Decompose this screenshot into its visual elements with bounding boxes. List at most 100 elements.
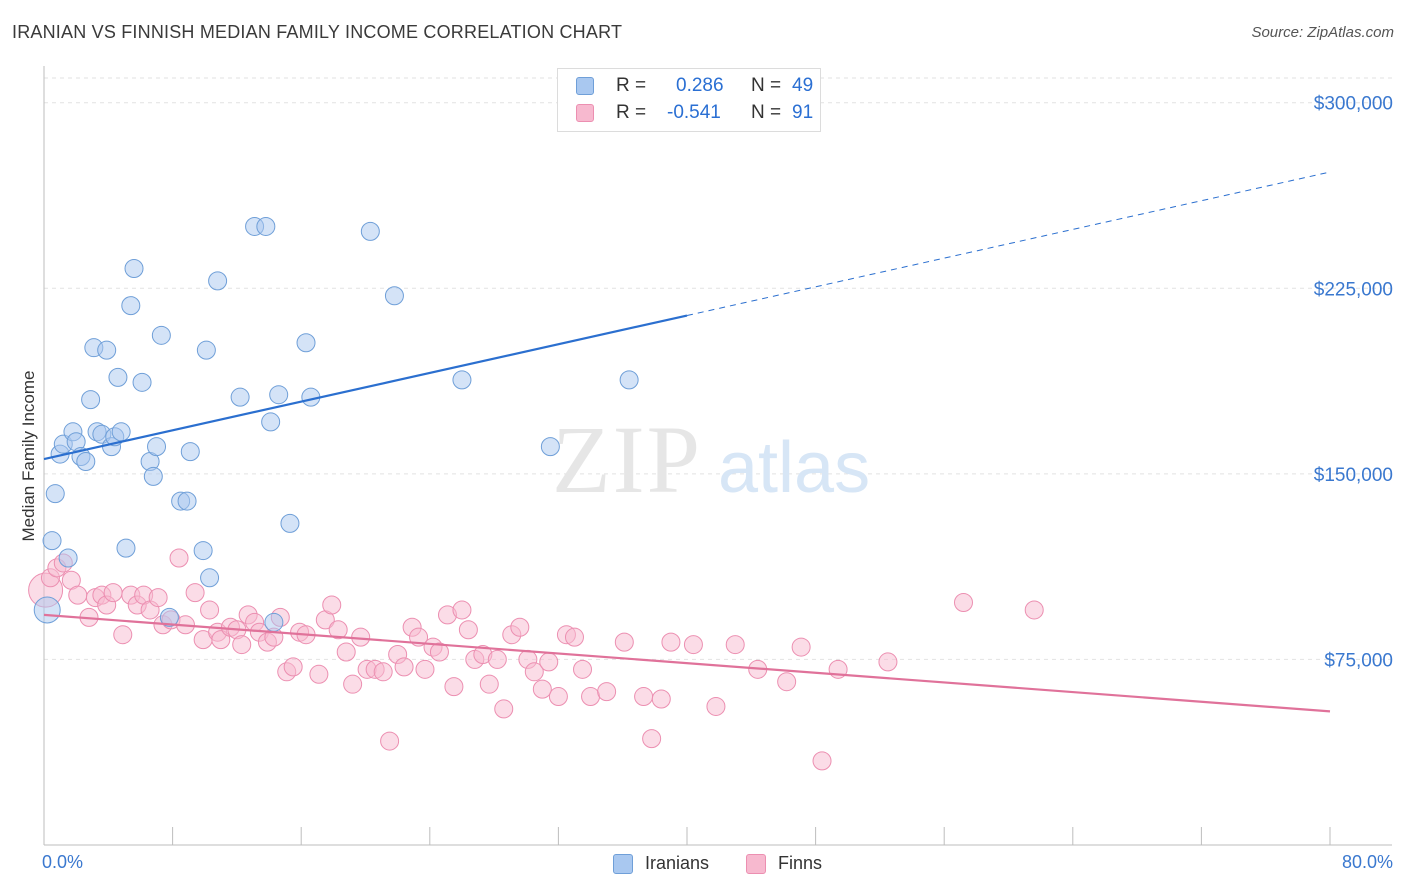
- iranians-point: [180, 442, 200, 462]
- finns-point: [148, 588, 168, 608]
- y-tick-label: $75,000: [1324, 650, 1393, 671]
- axes: [43, 66, 1392, 846]
- finns-point: [683, 635, 703, 655]
- iranians-point: [33, 596, 61, 624]
- finns-point: [343, 674, 363, 694]
- finns-point: [394, 657, 414, 677]
- iranians-point: [196, 340, 216, 360]
- iranians-point: [200, 568, 220, 588]
- finns-point: [309, 664, 329, 684]
- legend-r-label: R =: [616, 102, 652, 123]
- iranians-point: [97, 340, 117, 360]
- watermark-zip: ZIP: [552, 406, 702, 513]
- iranians-point: [177, 491, 197, 511]
- iranians-point: [540, 437, 560, 457]
- finns-point: [953, 593, 973, 613]
- legend-n-label: N =: [751, 102, 787, 123]
- iranians-point: [147, 437, 167, 457]
- finns-point: [532, 679, 552, 699]
- legend-swatch-finns: [576, 104, 594, 122]
- iranians-point: [452, 370, 472, 390]
- finns-point: [380, 731, 400, 751]
- finns-trend-line: [43, 613, 1331, 713]
- y-tick-label: $225,000: [1314, 279, 1393, 300]
- bottom-legend-label-finns: Finns: [778, 853, 823, 873]
- finns-point: [725, 635, 745, 655]
- iranians-point: [116, 538, 136, 558]
- finns-point: [283, 657, 303, 677]
- y-tick-label: $150,000: [1314, 465, 1393, 486]
- iranians-point: [108, 367, 128, 387]
- finns-point: [458, 620, 478, 640]
- finns-point: [661, 632, 681, 652]
- iranians-point: [111, 422, 131, 442]
- iranians-point: [264, 612, 284, 632]
- finns-point: [373, 662, 393, 682]
- iranians-trend-line: [43, 314, 688, 461]
- finns-point: [812, 751, 832, 771]
- finns-point: [1024, 600, 1044, 620]
- chart-title: IRANIAN VS FINNISH MEDIAN FAMILY INCOME …: [12, 22, 623, 42]
- x-tick-label-min: 0.0%: [42, 852, 83, 872]
- iranians-point: [193, 541, 213, 561]
- finns-point: [597, 682, 617, 702]
- legend-r-value: 0.286: [676, 75, 724, 96]
- finns-point: [479, 674, 499, 694]
- x-tick-label-max: 80.0%: [1342, 852, 1393, 872]
- finns-point: [573, 659, 593, 679]
- axis-labels: $75,000 $150,000 $225,000 $300,000 0.0% 80.0%…: [19, 94, 1393, 872]
- bottom-legend-label-iranians: Iranians: [645, 853, 710, 873]
- finns-point: [581, 687, 601, 707]
- iranians-points: [33, 216, 639, 632]
- iranians-point: [124, 259, 144, 279]
- iranians-point: [81, 390, 101, 410]
- finns-point: [777, 672, 797, 692]
- y-tick-label: $300,000: [1314, 94, 1393, 115]
- iranians-point: [143, 466, 163, 486]
- iranians-trend-extension: [686, 171, 1331, 317]
- finns-point: [548, 687, 568, 707]
- watermark-atlas: atlas: [718, 428, 870, 508]
- bottom-legend-swatch-iranians: [613, 854, 633, 874]
- bottom-legend-swatch-finns: [746, 854, 766, 874]
- finns-point: [651, 689, 671, 709]
- finns-point: [232, 635, 252, 655]
- finns-point: [494, 699, 514, 719]
- iranians-point: [269, 385, 289, 405]
- finns-point: [564, 627, 584, 647]
- finns-point: [429, 642, 449, 662]
- finns-point: [113, 625, 133, 645]
- trend-lines: [43, 171, 1331, 713]
- finns-point: [524, 662, 544, 682]
- iranians-point: [230, 387, 250, 407]
- finns-point: [169, 548, 189, 568]
- finns-point: [614, 632, 634, 652]
- iranians-point: [151, 325, 171, 345]
- finns-point: [185, 583, 205, 603]
- legend-n-value: 49: [792, 75, 814, 96]
- source-label: Source: ZipAtlas.com: [1251, 24, 1394, 41]
- y-axis-label: Median Family Income: [19, 370, 38, 541]
- legend-r-value: -0.541: [667, 102, 721, 123]
- iranians-point: [159, 607, 179, 627]
- iranians-point: [208, 271, 228, 291]
- finns-point: [539, 652, 559, 672]
- finns-point: [706, 696, 726, 716]
- finns-point: [328, 620, 348, 640]
- legend-n-value: 91: [792, 102, 814, 123]
- iranians-point: [384, 286, 404, 306]
- finns-point: [487, 649, 507, 669]
- legend-n-label: N =: [751, 75, 787, 96]
- finns-point: [336, 642, 356, 662]
- iranians-point: [280, 513, 300, 533]
- iranians-point: [121, 296, 141, 316]
- finns-point: [322, 595, 342, 615]
- finns-point: [68, 585, 88, 605]
- iranians-point: [42, 531, 62, 551]
- legend-r-label: R =: [616, 75, 652, 96]
- finns-point: [103, 583, 123, 603]
- iranians-point: [296, 333, 316, 353]
- legend-swatch-iranians: [576, 77, 594, 95]
- finns-point: [634, 687, 654, 707]
